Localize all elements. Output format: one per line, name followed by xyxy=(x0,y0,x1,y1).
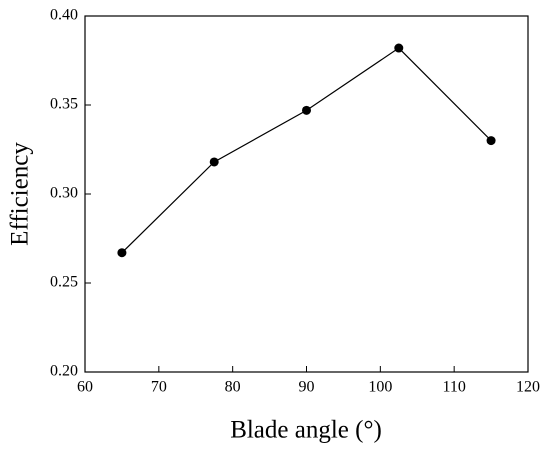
data-point xyxy=(117,248,127,258)
x-tick-label: 90 xyxy=(299,379,315,396)
plot-frame xyxy=(84,15,529,373)
data-point xyxy=(486,136,496,146)
data-line xyxy=(121,47,492,254)
y-tick-label: 0.30 xyxy=(50,185,78,202)
x-axis-label: Blade angle (°) xyxy=(230,417,382,444)
y-tick-label: 0.40 xyxy=(50,7,78,24)
x-tick-label: 100 xyxy=(368,379,392,396)
x-tick-label: 80 xyxy=(225,379,241,396)
x-tick-label: 60 xyxy=(77,379,93,396)
data-point xyxy=(302,105,311,115)
x-tick-label: 70 xyxy=(151,379,167,396)
x-tick-label: 110 xyxy=(442,379,465,396)
x-tick-label: 120 xyxy=(516,379,540,396)
y-axis-label: Efficiency xyxy=(7,142,34,246)
y-tick-label: 0.25 xyxy=(50,274,78,291)
y-tick-label: 0.20 xyxy=(50,363,78,380)
data-point xyxy=(394,43,404,53)
y-tick-label: 0.35 xyxy=(50,96,78,113)
data-point xyxy=(209,157,219,167)
